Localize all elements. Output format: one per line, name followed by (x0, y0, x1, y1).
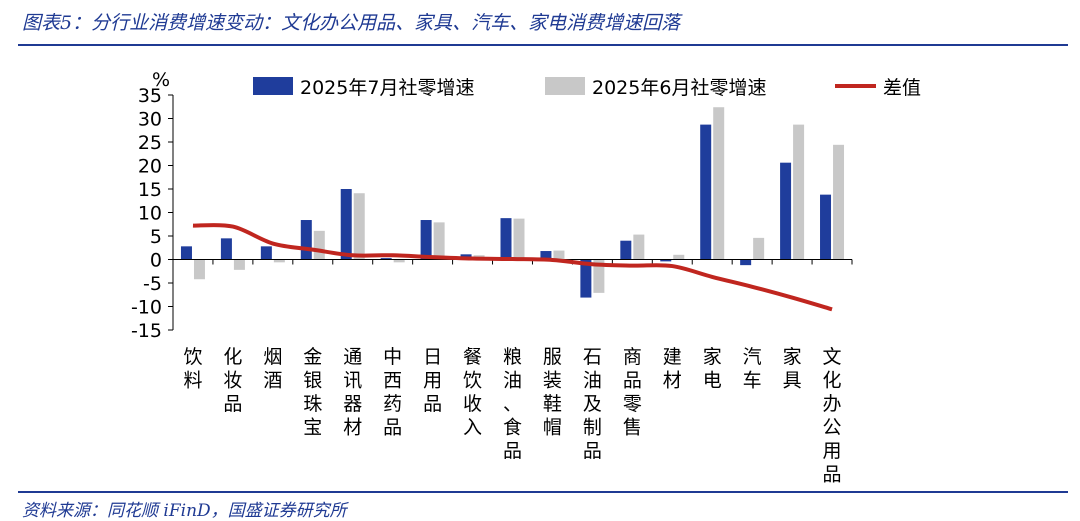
bar-jul (700, 124, 712, 260)
category-label: 中西药品 (383, 346, 402, 439)
category-label: 汽车 (743, 346, 762, 392)
legend-label-jun: 2025年6月社零增速 (592, 77, 766, 99)
category-label: 日用品 (423, 346, 442, 415)
category-label: 商品零售 (623, 346, 642, 439)
bar-jul (780, 162, 792, 260)
source-note: 资料来源：同花顺 iFinD，国盛证券研究所 (22, 501, 347, 521)
legend: 2025年7月社零增速 2025年6月社零增速 差值 (253, 77, 921, 99)
bar-jun (233, 259, 245, 270)
bar-jul (620, 240, 632, 260)
y-tick-label: 35 (138, 85, 162, 107)
category-label: 化妆品 (223, 346, 242, 415)
category-label: 文化办公用品 (823, 346, 842, 486)
bar-jul (300, 220, 312, 260)
legend-label-jul: 2025年7月社零增速 (300, 77, 474, 99)
bar-jul (380, 258, 392, 260)
bar-jul (820, 194, 832, 260)
y-tick-label: -15 (131, 320, 162, 342)
bar-jun (713, 107, 725, 260)
bar-jun (353, 193, 365, 260)
category-label: 烟酒 (263, 346, 282, 392)
category-label: 粮油、食品 (503, 346, 522, 462)
bar-jun (593, 259, 605, 293)
y-tick-label: 5 (150, 226, 162, 248)
category-label: 饮料 (183, 346, 202, 392)
category-label: 通讯器材 (343, 346, 362, 439)
bar-jun (393, 259, 405, 263)
y-axis-unit: % (152, 69, 170, 91)
y-tick-label: 0 (150, 250, 162, 272)
bar-jun (793, 124, 805, 260)
series-line-diff (192, 223, 833, 312)
bar-jun (313, 230, 325, 260)
y-tick-label: -10 (131, 297, 162, 319)
y-tick-label: 15 (138, 179, 162, 201)
figure-caption: 图表5：分行业消费增速变动：文化办公用品、家具、汽车、家电消费增速回落 (22, 12, 681, 34)
category-labels: 饮料 化妆品 烟酒 金银珠宝 通讯器材 中西药品 日用品 餐饮收入 粮油、食品 服装鞋帽 石油及制品… (183, 346, 841, 486)
category-label: 餐饮收入 (463, 346, 482, 439)
bar-jun (673, 254, 685, 260)
bar-jul (180, 246, 192, 260)
bar-jul (260, 246, 272, 260)
bar-jul (500, 218, 512, 260)
bar-jun (553, 250, 565, 260)
legend-swatch-jul (253, 77, 293, 95)
bar-jun (753, 237, 765, 260)
bar-jul (540, 251, 552, 260)
category-label: 家电 (703, 346, 722, 392)
y-tick-label: 20 (138, 156, 162, 178)
bar-jul (340, 189, 352, 260)
y-tick-label: 25 (138, 132, 162, 154)
bar-jul (660, 259, 672, 262)
bottom-rule (18, 491, 1068, 493)
bar-jun (633, 234, 645, 260)
bar-jun (513, 218, 525, 260)
category-label: 金银珠宝 (303, 346, 322, 439)
bar-jul (580, 259, 592, 298)
bars (172, 107, 853, 298)
bar-jul (740, 259, 752, 266)
bar-jun (273, 259, 285, 263)
bar-jul (420, 220, 432, 260)
bar-jun (193, 259, 205, 280)
y-tick-label: -5 (143, 273, 162, 295)
y-tick-label: 30 (138, 109, 162, 131)
category-label: 服装鞋帽 (543, 346, 562, 439)
category-label: 石油及制品 (583, 346, 602, 462)
legend-swatch-jun (545, 77, 585, 95)
y-tick-label: 10 (138, 203, 162, 225)
legend-label-diff: 差值 (883, 77, 921, 99)
category-label: 建材 (663, 346, 682, 392)
category-label: 家具 (783, 346, 802, 392)
bar-jul (220, 238, 232, 260)
top-rule (18, 44, 1068, 46)
bar-jun (833, 144, 845, 260)
bar-jun (433, 222, 445, 260)
